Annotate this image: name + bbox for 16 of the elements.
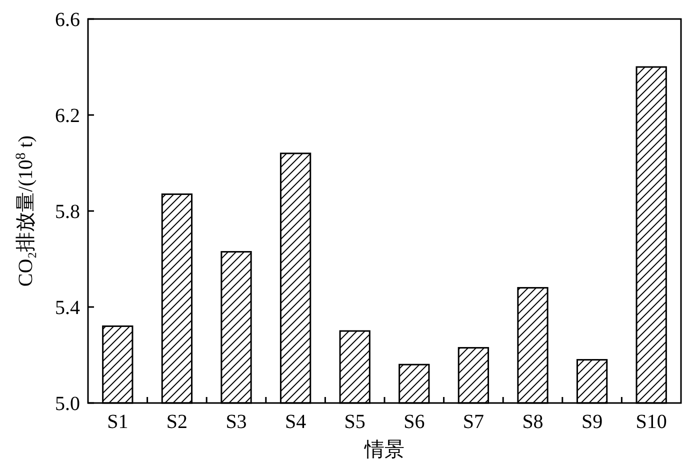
y-tick-label: 5.0 bbox=[55, 393, 80, 415]
x-axis-title: 情景 bbox=[364, 439, 404, 461]
x-tick-label: S8 bbox=[522, 411, 544, 433]
y-tick-label: 5.4 bbox=[55, 297, 80, 319]
x-tick-label: S2 bbox=[166, 411, 188, 433]
y-tick-label: 6.6 bbox=[55, 9, 80, 31]
x-tick-label: S3 bbox=[226, 411, 247, 433]
x-tick-label: S6 bbox=[404, 411, 425, 433]
y-tick-label: 5.8 bbox=[55, 201, 80, 223]
x-tick-label: S9 bbox=[581, 411, 603, 433]
x-tick-label: S4 bbox=[284, 411, 306, 433]
x-tick-label: S1 bbox=[107, 411, 128, 433]
x-tick-label: S10 bbox=[636, 411, 667, 433]
y-tick-label: 6.2 bbox=[55, 105, 80, 127]
x-tick-label: S5 bbox=[344, 411, 366, 433]
x-tick-label: S7 bbox=[462, 411, 484, 433]
